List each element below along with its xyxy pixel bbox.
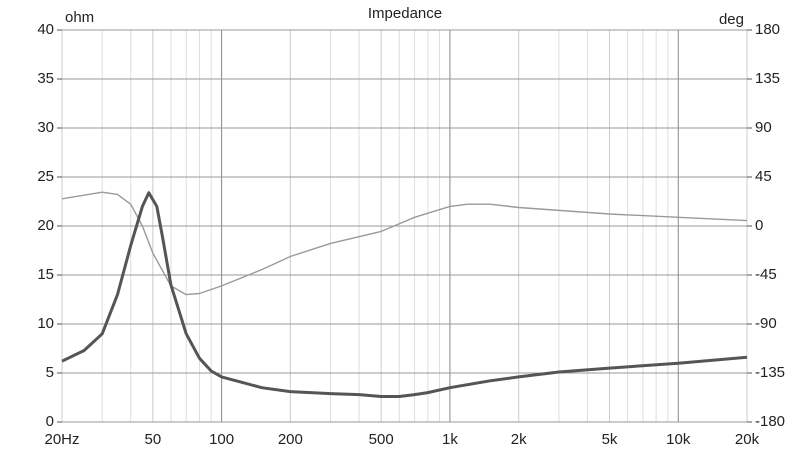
y2-tick-label: -90 (755, 315, 777, 332)
series-line (61, 191, 748, 296)
x-tick-label: 500 (369, 431, 394, 448)
y2-tick-label: 90 (755, 119, 772, 136)
chart-title: Impedance (368, 5, 442, 22)
y-tick-label: 10 (37, 315, 54, 332)
y-axis-label: ohm (65, 9, 94, 26)
x-tick-label: 10k (666, 431, 691, 448)
x-tick-label: 20k (735, 431, 760, 448)
y2-tick-label: -45 (755, 266, 777, 283)
series-line (61, 191, 748, 398)
x-tick-label: 50 (145, 431, 162, 448)
y2-tick-label: 0 (755, 217, 763, 234)
y2-tick-label: 45 (755, 168, 772, 185)
x-tick-label: 200 (278, 431, 303, 448)
y-tick-label: 5 (46, 364, 54, 381)
y2-tick-label: -180 (755, 413, 785, 430)
x-tick-label: 20Hz (44, 431, 79, 448)
x-tick-label: 1k (442, 431, 458, 448)
y-tick-label: 0 (46, 413, 54, 430)
y-tick-label: 25 (37, 168, 54, 185)
y2-tick-label: -135 (755, 364, 785, 381)
y-tick-label: 15 (37, 266, 54, 283)
y-tick-label: 40 (37, 21, 54, 38)
y2-axis-label: deg (719, 11, 744, 28)
y2-tick-label: 135 (755, 70, 780, 87)
x-tick-label: 100 (209, 431, 234, 448)
y-tick-label: 30 (37, 119, 54, 136)
y2-tick-label: 180 (755, 21, 780, 38)
x-tick-label: 5k (602, 431, 618, 448)
y-tick-label: 20 (37, 217, 54, 234)
x-tick-label: 2k (511, 431, 527, 448)
y-tick-label: 35 (37, 70, 54, 87)
